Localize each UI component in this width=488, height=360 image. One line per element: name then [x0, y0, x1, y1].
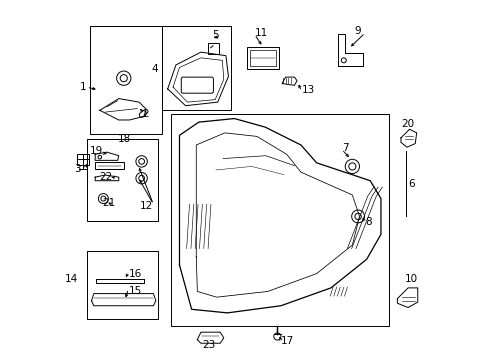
- Text: 13: 13: [301, 85, 314, 95]
- Bar: [250, 50, 275, 66]
- Text: 18: 18: [118, 134, 131, 144]
- Bar: [171, 114, 388, 327]
- Text: 9: 9: [354, 26, 361, 36]
- Bar: [207, 43, 218, 54]
- Text: 22: 22: [99, 172, 112, 182]
- Bar: [90, 26, 162, 134]
- Text: 15: 15: [128, 286, 142, 296]
- Text: 20: 20: [400, 118, 413, 129]
- Text: 2: 2: [142, 109, 149, 119]
- Bar: [95, 162, 124, 169]
- Text: 23: 23: [202, 340, 215, 350]
- Text: 12: 12: [140, 201, 153, 211]
- Text: 5: 5: [212, 30, 219, 40]
- Bar: [86, 139, 158, 221]
- Bar: [162, 26, 231, 111]
- Text: 19: 19: [90, 147, 103, 157]
- Text: 21: 21: [102, 198, 115, 208]
- Text: 16: 16: [128, 269, 142, 279]
- Text: 11: 11: [254, 28, 267, 38]
- Bar: [247, 47, 278, 69]
- Text: 3: 3: [74, 164, 81, 174]
- Text: 14: 14: [65, 274, 78, 284]
- Text: 7: 7: [341, 143, 347, 153]
- Text: 6: 6: [407, 179, 414, 189]
- Text: 8: 8: [365, 217, 371, 227]
- Text: 4: 4: [151, 64, 158, 74]
- Text: 1: 1: [80, 82, 86, 92]
- Text: 17: 17: [281, 337, 294, 346]
- Bar: [86, 251, 158, 319]
- Text: 10: 10: [404, 274, 417, 284]
